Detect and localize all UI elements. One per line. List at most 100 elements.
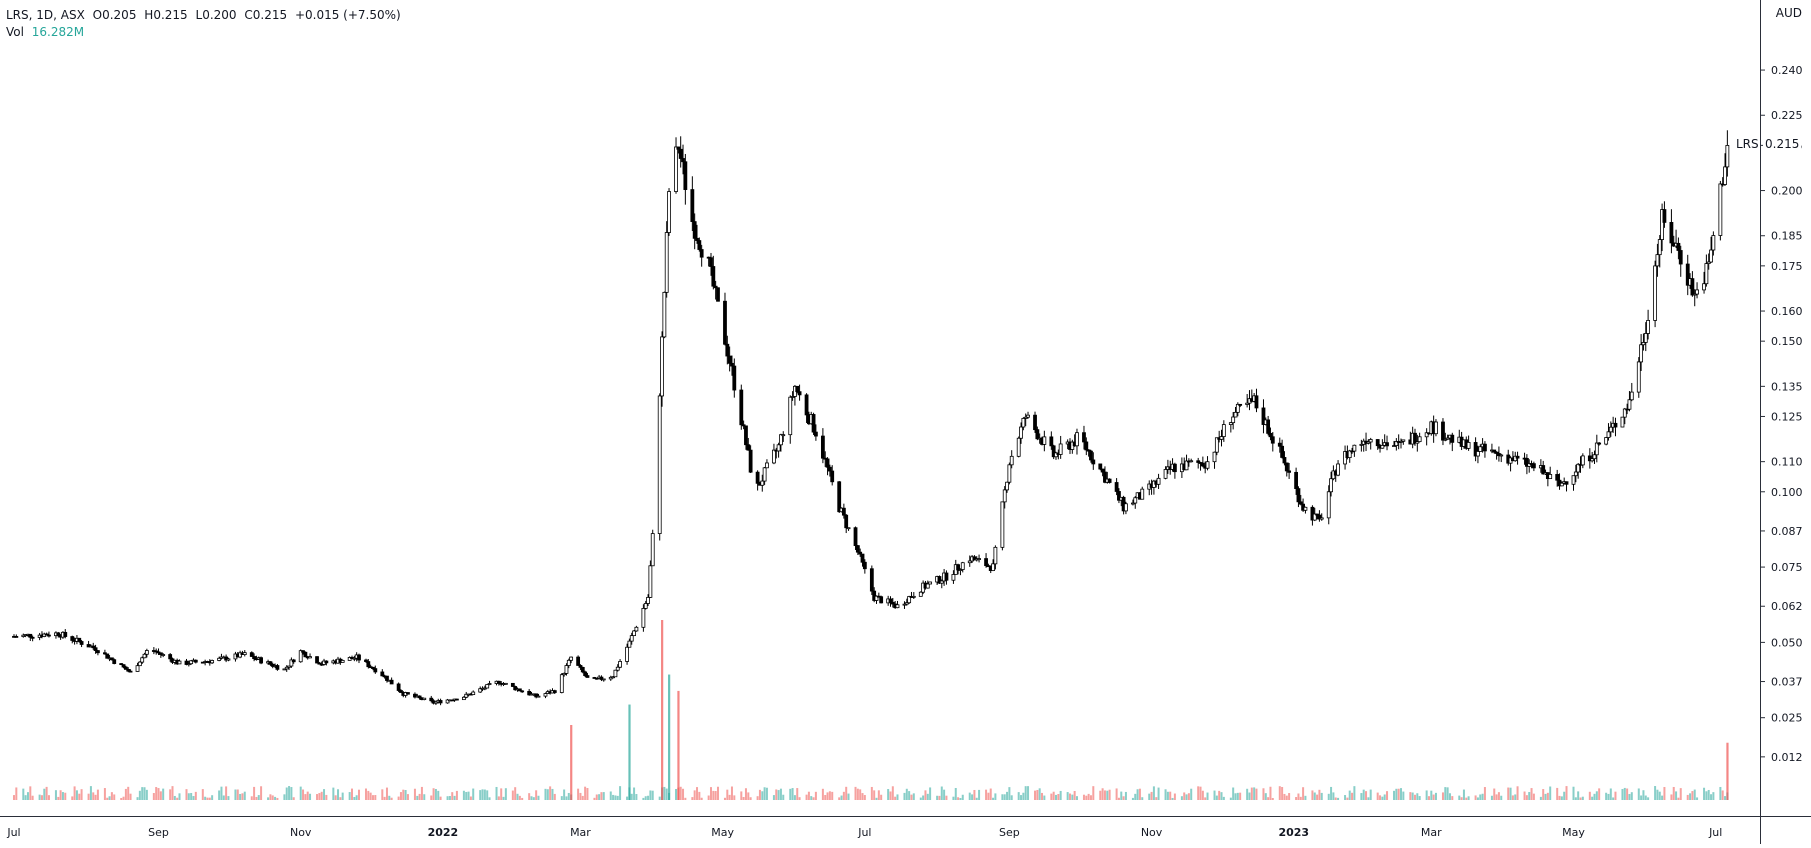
candle-body bbox=[30, 636, 35, 639]
candle-body bbox=[1415, 441, 1420, 444]
candle-body bbox=[585, 675, 590, 678]
candle-body bbox=[879, 596, 884, 604]
volume-bar bbox=[136, 797, 139, 800]
candle-body bbox=[709, 257, 713, 267]
candle-body bbox=[576, 656, 581, 666]
volume-bar bbox=[1337, 797, 1340, 800]
volume-bar bbox=[1542, 789, 1545, 800]
candle-body bbox=[744, 425, 748, 446]
volume-bar bbox=[71, 796, 74, 800]
volume-bar bbox=[1092, 786, 1095, 800]
candle-body bbox=[1399, 440, 1403, 443]
volume-bar bbox=[1278, 786, 1281, 800]
volume-bar bbox=[418, 793, 421, 800]
volume-bar bbox=[364, 788, 367, 800]
volume-bar bbox=[73, 786, 76, 800]
volume-bar bbox=[234, 789, 237, 800]
volume-bar bbox=[453, 795, 456, 800]
price-tick-label: 0.050 bbox=[1771, 636, 1803, 649]
volume-bar bbox=[992, 797, 995, 800]
candle-body bbox=[1336, 463, 1340, 476]
volume-bar bbox=[821, 788, 824, 800]
volume-bar bbox=[96, 789, 99, 800]
volume-bar bbox=[1316, 794, 1319, 800]
volume-bar bbox=[1234, 793, 1237, 800]
time-axis[interactable]: Jul Sep Nov 2022 Mar May Jul Sep Nov 2023 Mar May Ju… bbox=[0, 816, 1760, 844]
candle-body bbox=[1368, 439, 1373, 443]
candle-body bbox=[1303, 506, 1308, 511]
candle-body bbox=[44, 633, 49, 636]
candle-body bbox=[485, 684, 490, 689]
volume-bar bbox=[1008, 787, 1011, 800]
volume-bar bbox=[236, 789, 239, 800]
candle-body bbox=[1704, 263, 1709, 285]
candle-body bbox=[1329, 478, 1333, 493]
candle-body bbox=[252, 656, 256, 660]
volume-bar bbox=[1465, 797, 1468, 800]
candle-body bbox=[1082, 432, 1086, 443]
candle-body bbox=[1643, 333, 1648, 343]
volume-bar bbox=[1320, 792, 1323, 800]
candle-body bbox=[226, 658, 231, 661]
volume-bar bbox=[1190, 788, 1193, 800]
volume-bar bbox=[924, 790, 927, 800]
volume-bar bbox=[1663, 787, 1666, 800]
candle-body bbox=[660, 336, 664, 397]
candle-body bbox=[385, 675, 389, 681]
volume-bar bbox=[309, 793, 312, 800]
volume-bar bbox=[1528, 792, 1531, 800]
volume-bar bbox=[1481, 793, 1484, 800]
volume-bar bbox=[1444, 787, 1447, 800]
axis-corner bbox=[1760, 816, 1811, 844]
volume-bar bbox=[306, 791, 309, 800]
candle-body bbox=[902, 603, 907, 606]
candle-body bbox=[1527, 463, 1532, 467]
time-tick-label: Mar bbox=[570, 826, 591, 839]
candle-body bbox=[184, 660, 189, 665]
candle-body bbox=[1494, 451, 1499, 454]
candle-body bbox=[1443, 438, 1448, 441]
volume-bar bbox=[40, 795, 43, 800]
price-axis[interactable]: AUD 0.2400.2250.2150.2000.1850.1750.1600… bbox=[1760, 0, 1811, 816]
volume-bar bbox=[54, 790, 57, 800]
volume-bar bbox=[1593, 793, 1596, 800]
volume-bar bbox=[975, 797, 978, 800]
candle-body bbox=[109, 657, 114, 661]
candle-body bbox=[1576, 463, 1581, 473]
volume-bar bbox=[1523, 791, 1526, 800]
volume-bar bbox=[325, 794, 328, 800]
candle-body bbox=[1590, 458, 1595, 462]
volume-bar bbox=[1686, 794, 1689, 800]
candle-body bbox=[1114, 482, 1119, 492]
candle-body bbox=[406, 692, 410, 695]
time-tick-label: Nov bbox=[1141, 826, 1163, 839]
candle-body bbox=[1473, 442, 1478, 457]
candle-body bbox=[795, 385, 800, 393]
volume-bar bbox=[1558, 795, 1561, 800]
volume-bar bbox=[1434, 792, 1437, 800]
volume-bar bbox=[598, 794, 601, 800]
volume-bar bbox=[791, 788, 794, 800]
candle-body bbox=[1692, 293, 1697, 296]
candle-body bbox=[1196, 460, 1201, 463]
volume-bar bbox=[194, 791, 197, 800]
candle-body bbox=[1287, 470, 1292, 473]
volume-bar bbox=[469, 796, 472, 800]
volume-bar bbox=[1474, 795, 1477, 800]
candle-body bbox=[716, 287, 720, 302]
volume-bar bbox=[1066, 792, 1069, 800]
volume-bar bbox=[1022, 792, 1025, 800]
chart-area[interactable] bbox=[0, 0, 1760, 816]
volume-bar bbox=[29, 786, 32, 800]
volume-bar bbox=[908, 791, 911, 800]
candle-body bbox=[352, 657, 357, 660]
volume-bar bbox=[1124, 791, 1127, 800]
volume-bar bbox=[31, 795, 34, 800]
volume-bar bbox=[528, 793, 531, 800]
volume-bar bbox=[1246, 788, 1249, 800]
price-chart[interactable] bbox=[0, 0, 1760, 816]
volume-bar bbox=[544, 788, 547, 800]
volume-bar bbox=[875, 797, 878, 800]
volume-bar bbox=[1253, 787, 1256, 800]
volume-bar bbox=[162, 788, 165, 800]
